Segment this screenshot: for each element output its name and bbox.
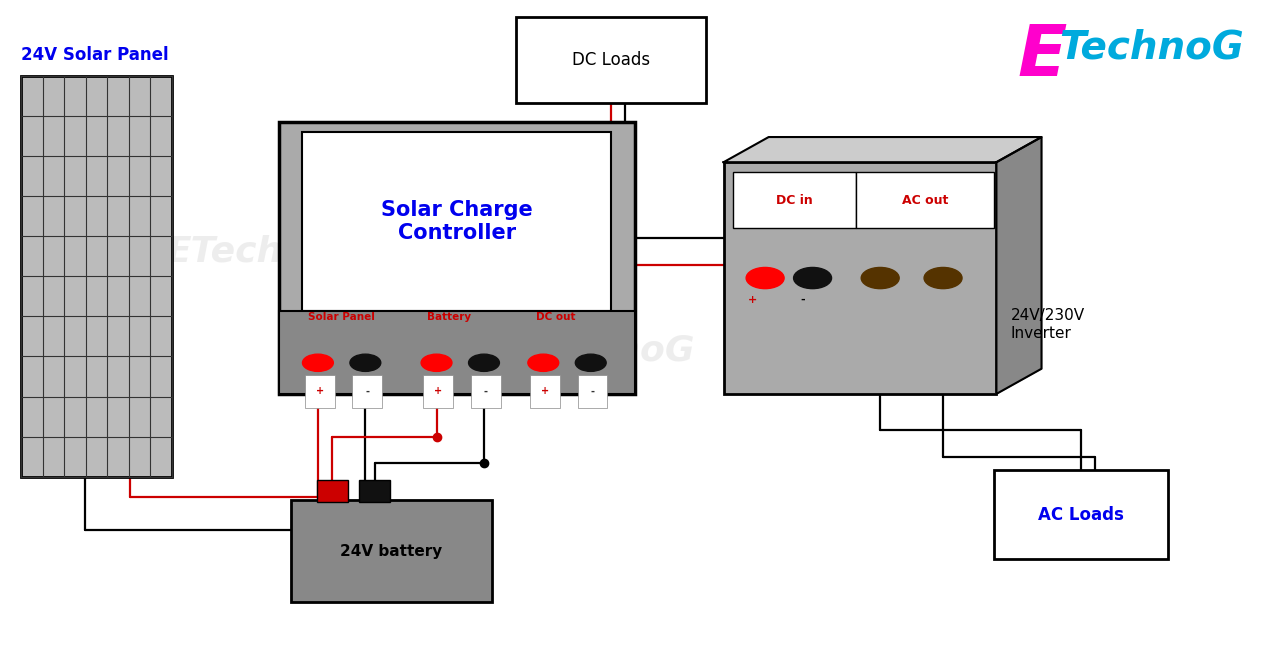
Text: 24V/230V
Inverter: 24V/230V Inverter xyxy=(1010,308,1085,340)
Bar xyxy=(517,17,706,103)
Text: DC out: DC out xyxy=(537,312,576,322)
Text: ETechnoG: ETechnoG xyxy=(166,234,362,269)
Bar xyxy=(279,311,634,394)
Text: -: - xyxy=(484,386,487,397)
Circle shape xyxy=(794,267,832,289)
Bar xyxy=(360,480,390,502)
Circle shape xyxy=(924,267,962,289)
Bar xyxy=(305,375,334,408)
Text: +: + xyxy=(541,386,549,397)
Text: DC in: DC in xyxy=(776,194,813,207)
Circle shape xyxy=(746,267,784,289)
Text: TechnoG: TechnoG xyxy=(1060,28,1244,67)
Text: Solar Charge
Controller: Solar Charge Controller xyxy=(381,200,533,244)
Circle shape xyxy=(861,267,899,289)
Text: +: + xyxy=(434,386,442,397)
Bar xyxy=(733,172,857,228)
Text: AC out: AC out xyxy=(903,194,948,207)
Text: AC Loads: AC Loads xyxy=(1038,506,1124,524)
Bar xyxy=(22,76,172,477)
Bar xyxy=(303,132,611,311)
Text: Solar Panel: Solar Panel xyxy=(309,312,375,322)
Bar xyxy=(424,375,453,408)
Bar xyxy=(279,122,634,394)
Circle shape xyxy=(422,354,452,371)
Circle shape xyxy=(349,354,381,371)
Bar xyxy=(724,162,996,394)
Text: Battery: Battery xyxy=(427,312,471,322)
Circle shape xyxy=(528,354,558,371)
Bar xyxy=(994,470,1169,559)
Text: DC Loads: DC Loads xyxy=(572,50,649,69)
Text: E: E xyxy=(1018,22,1067,91)
Text: -: - xyxy=(365,386,370,397)
Text: +: + xyxy=(315,386,324,397)
Polygon shape xyxy=(724,137,1042,162)
Bar xyxy=(530,375,560,408)
Text: -: - xyxy=(801,295,805,305)
Bar xyxy=(291,500,492,602)
Circle shape xyxy=(468,354,499,371)
Polygon shape xyxy=(996,137,1042,394)
Circle shape xyxy=(575,354,606,371)
Text: 24V Solar Panel: 24V Solar Panel xyxy=(22,46,168,64)
Bar xyxy=(471,375,500,408)
Bar xyxy=(352,375,382,408)
Bar xyxy=(577,375,608,408)
Text: 24V battery: 24V battery xyxy=(341,544,443,559)
Circle shape xyxy=(303,354,333,371)
Text: ETechnoG: ETechnoG xyxy=(499,334,695,368)
Text: +: + xyxy=(747,295,757,305)
Bar xyxy=(857,172,994,228)
Bar xyxy=(316,480,348,502)
Text: -: - xyxy=(590,386,595,397)
